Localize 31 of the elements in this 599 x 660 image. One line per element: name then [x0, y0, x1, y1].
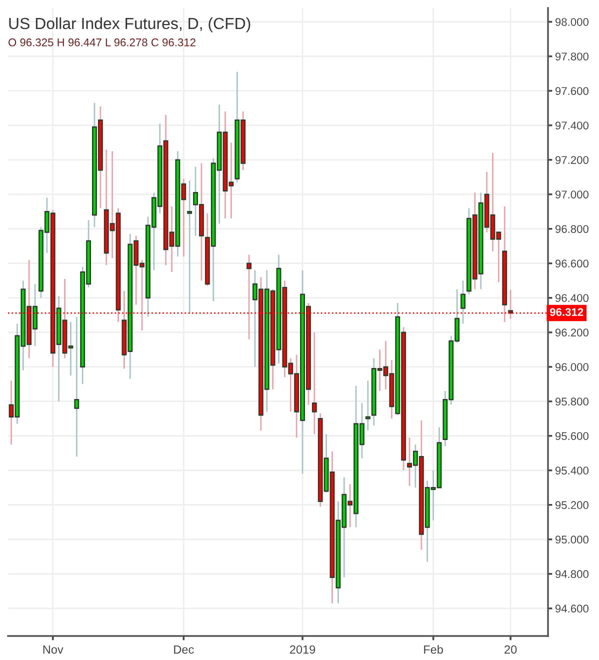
text: O 96.325 H 96.447 L 96.278 C 96.312	[8, 38, 196, 46]
y-tick-label: 95.200	[555, 501, 588, 510]
candlestick	[312, 332, 317, 435]
ref-line-label: 96.312	[550, 308, 584, 316]
y-tick-label: 95.000	[555, 536, 588, 544]
y-tick-label: 95.600	[555, 432, 588, 440]
y-tick-label: 95.400	[555, 466, 588, 475]
y-tick-label: 97.400	[555, 122, 588, 130]
x-tick-label: Nov	[43, 645, 64, 654]
y-tick-label: 97.000	[555, 190, 588, 198]
x-tick-label: 20	[504, 645, 517, 654]
candlestick	[74, 316, 80, 458]
x-tick-label: Dec	[174, 645, 194, 654]
y-tick-label: 96.600	[555, 260, 588, 268]
y-tick-label: 97.800	[555, 52, 588, 60]
candlestick	[460, 280, 466, 324]
y-tick-label: 96.800	[555, 225, 588, 233]
candlestick	[187, 180, 192, 314]
y-tick-label: 98.000	[555, 18, 588, 26]
y-tick-label: 94.800	[555, 570, 588, 578]
y-tick-label: 95.800	[555, 398, 588, 406]
y-tick-label: 97.200	[555, 156, 588, 164]
candlestick	[365, 380, 370, 432]
x-tick-label: Feb	[424, 645, 443, 654]
y-tick-label: 94.600	[555, 604, 588, 613]
y-tick-label: 96.400	[555, 294, 588, 302]
text: US Dollar Index Futures, D, (CFD)	[9, 17, 250, 32]
y-tick-label: 96.200	[555, 328, 588, 336]
y-tick-label: 97.600	[555, 87, 588, 95]
y-tick-label: 96.000	[555, 363, 588, 371]
x-tick-label: 2019	[290, 645, 316, 654]
